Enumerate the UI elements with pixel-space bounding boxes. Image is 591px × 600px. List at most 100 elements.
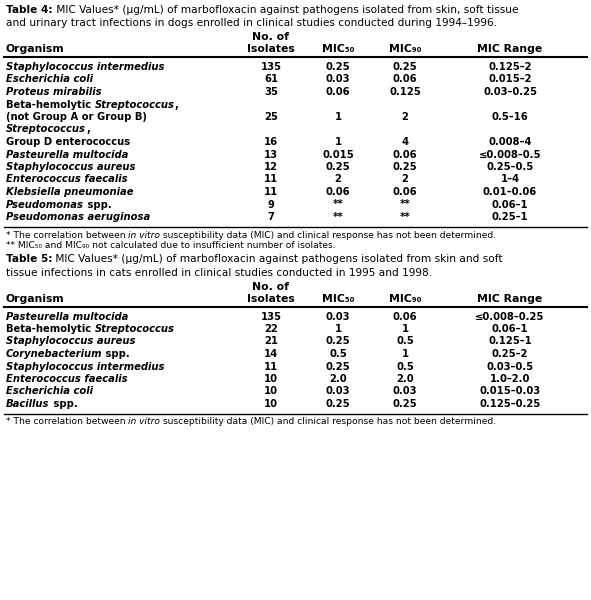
Text: tissue infections in cats enrolled in clinical studies conducted in 1995 and 199: tissue infections in cats enrolled in cl…: [6, 268, 432, 277]
Text: 0.25: 0.25: [326, 162, 350, 172]
Text: No. of: No. of: [252, 281, 290, 292]
Text: MIC Range: MIC Range: [478, 293, 543, 304]
Text: 0.25–0.5: 0.25–0.5: [486, 162, 534, 172]
Text: 9: 9: [268, 199, 274, 209]
Text: Staphylococcus aureus: Staphylococcus aureus: [6, 162, 135, 172]
Text: 2: 2: [335, 175, 342, 185]
Text: **: **: [333, 212, 343, 222]
Text: Enterococcus faecalis: Enterococcus faecalis: [6, 175, 128, 185]
Text: Proteus mirabilis: Proteus mirabilis: [6, 87, 102, 97]
Text: 13: 13: [264, 149, 278, 160]
Text: 2: 2: [401, 112, 408, 122]
Text: 0.015–2: 0.015–2: [488, 74, 532, 85]
Text: 0.03: 0.03: [326, 386, 350, 397]
Text: Staphylococcus aureus: Staphylococcus aureus: [6, 337, 135, 346]
Text: 0.03: 0.03: [393, 386, 417, 397]
Text: ** MIC₅₀ and MIC₉₀ not calculated due to insufficient number of isolates.: ** MIC₅₀ and MIC₉₀ not calculated due to…: [6, 241, 336, 250]
Text: 0.125: 0.125: [389, 87, 421, 97]
Text: MIC₅₀: MIC₅₀: [322, 44, 354, 54]
Text: No. of: No. of: [252, 32, 290, 42]
Text: Streptococcus: Streptococcus: [6, 124, 86, 134]
Text: 0.06: 0.06: [392, 187, 417, 197]
Text: 0.25: 0.25: [326, 361, 350, 371]
Text: Streptococcus: Streptococcus: [95, 324, 174, 334]
Text: 1: 1: [401, 324, 408, 334]
Text: 0.06: 0.06: [392, 311, 417, 322]
Text: spp.: spp.: [102, 349, 130, 359]
Text: * The correlation between: * The correlation between: [6, 418, 128, 427]
Text: Pasteurella multocida: Pasteurella multocida: [6, 311, 128, 322]
Text: 1: 1: [335, 137, 342, 147]
Text: 0.06: 0.06: [392, 74, 417, 85]
Text: MIC Values* (µg/mL) of marbofloxacin against pathogens isolated from skin and so: MIC Values* (µg/mL) of marbofloxacin aga…: [53, 254, 503, 265]
Text: spp.: spp.: [50, 399, 77, 409]
Text: 0.03: 0.03: [326, 311, 350, 322]
Text: Group D enterococcus: Group D enterococcus: [6, 137, 130, 147]
Text: 0.5: 0.5: [396, 361, 414, 371]
Text: 0.25: 0.25: [392, 162, 417, 172]
Text: Staphylococcus intermedius: Staphylococcus intermedius: [6, 361, 164, 371]
Text: * The correlation between: * The correlation between: [6, 230, 128, 239]
Text: in vitro: in vitro: [128, 230, 161, 239]
Text: **: **: [400, 199, 410, 209]
Text: 0.06: 0.06: [326, 87, 350, 97]
Text: ≤0.008–0.25: ≤0.008–0.25: [475, 311, 545, 322]
Text: Escherichia coli: Escherichia coli: [6, 386, 93, 397]
Text: 2: 2: [401, 175, 408, 185]
Text: ≤0.008–0.5: ≤0.008–0.5: [479, 149, 541, 160]
Text: 0.5: 0.5: [396, 337, 414, 346]
Text: 135: 135: [261, 311, 281, 322]
Text: MIC Values* (µg/mL) of marbofloxacin against pathogens isolated from skin, soft : MIC Values* (µg/mL) of marbofloxacin aga…: [53, 5, 518, 15]
Text: 11: 11: [264, 361, 278, 371]
Text: MIC Range: MIC Range: [478, 44, 543, 54]
Text: 0.25–1: 0.25–1: [492, 212, 528, 222]
Text: Isolates: Isolates: [247, 293, 295, 304]
Text: 61: 61: [264, 74, 278, 85]
Text: ,: ,: [174, 100, 178, 109]
Text: 7: 7: [268, 212, 274, 222]
Text: 2.0: 2.0: [329, 374, 347, 384]
Text: MIC₅₀: MIC₅₀: [322, 293, 354, 304]
Text: susceptibility data (MIC) and clinical response has not been determined.: susceptibility data (MIC) and clinical r…: [161, 418, 496, 427]
Text: spp.: spp.: [84, 199, 112, 209]
Text: 0.015: 0.015: [322, 149, 354, 160]
Text: Enterococcus faecalis: Enterococcus faecalis: [6, 374, 128, 384]
Text: 1: 1: [401, 349, 408, 359]
Text: 21: 21: [264, 337, 278, 346]
Text: 0.25: 0.25: [326, 399, 350, 409]
Text: 0.125–2: 0.125–2: [488, 62, 532, 72]
Text: Beta-hemolytic: Beta-hemolytic: [6, 324, 95, 334]
Text: 22: 22: [264, 324, 278, 334]
Text: Organism: Organism: [6, 293, 64, 304]
Text: 135: 135: [261, 62, 281, 72]
Text: Corynebacterium: Corynebacterium: [6, 349, 102, 359]
Text: 0.008–4: 0.008–4: [488, 137, 532, 147]
Text: 0.06: 0.06: [326, 187, 350, 197]
Text: 10: 10: [264, 399, 278, 409]
Text: 0.01–0.06: 0.01–0.06: [483, 187, 537, 197]
Text: MIC₉₀: MIC₉₀: [389, 44, 421, 54]
Text: 0.015–0.03: 0.015–0.03: [479, 386, 541, 397]
Text: MIC₉₀: MIC₉₀: [389, 293, 421, 304]
Text: 0.25: 0.25: [392, 399, 417, 409]
Text: **: **: [400, 212, 410, 222]
Text: Pasteurella multocida: Pasteurella multocida: [6, 149, 128, 160]
Text: 0.06–1: 0.06–1: [492, 199, 528, 209]
Text: 0.03–0.25: 0.03–0.25: [483, 87, 537, 97]
Text: 1: 1: [335, 324, 342, 334]
Text: 1.0–2.0: 1.0–2.0: [490, 374, 530, 384]
Text: 0.125–0.25: 0.125–0.25: [479, 399, 541, 409]
Text: Table 4:: Table 4:: [6, 5, 53, 15]
Text: 0.06: 0.06: [392, 149, 417, 160]
Text: 0.06–1: 0.06–1: [492, 324, 528, 334]
Text: Escherichia coli: Escherichia coli: [6, 74, 93, 85]
Text: 0.25: 0.25: [392, 62, 417, 72]
Text: Staphylococcus intermedius: Staphylococcus intermedius: [6, 62, 164, 72]
Text: Table 5:: Table 5:: [6, 254, 53, 265]
Text: 11: 11: [264, 187, 278, 197]
Text: Pseudomonas aeruginosa: Pseudomonas aeruginosa: [6, 212, 150, 222]
Text: 0.25–2: 0.25–2: [492, 349, 528, 359]
Text: 16: 16: [264, 137, 278, 147]
Text: 10: 10: [264, 386, 278, 397]
Text: 10: 10: [264, 374, 278, 384]
